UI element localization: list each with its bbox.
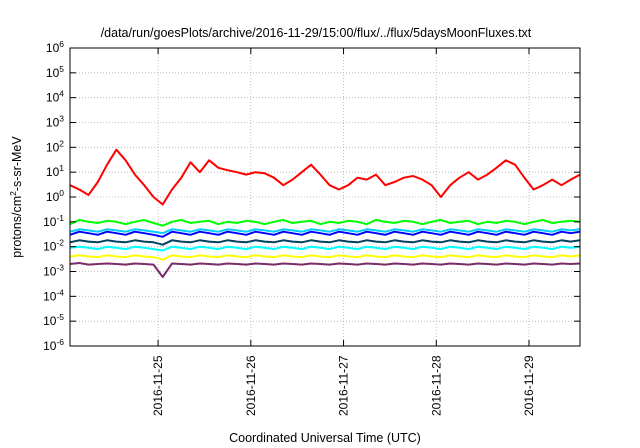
y-tick-exp: -6 bbox=[56, 337, 64, 347]
series-line bbox=[69, 218, 581, 227]
y-tick-exp: 0 bbox=[59, 188, 64, 198]
y-tick-base: 10 bbox=[43, 215, 57, 229]
y-axis-label-sup: 2 bbox=[8, 191, 18, 196]
y-tick-base: 10 bbox=[43, 314, 57, 328]
y-tick-label: 105 bbox=[46, 64, 64, 80]
chart-title: /data/run/goesPlots/archive/2016-11-29/1… bbox=[101, 26, 532, 40]
y-tick-base: 10 bbox=[46, 116, 60, 130]
y-tick-exp: 3 bbox=[59, 114, 64, 124]
y-tick-label: 10-1 bbox=[43, 213, 64, 229]
x-tick-label: 2016-11-25 bbox=[151, 355, 165, 416]
y-tick-exp: 2 bbox=[59, 138, 64, 148]
series-line bbox=[69, 254, 581, 261]
y-tick-label: 10-3 bbox=[43, 263, 64, 279]
y-tick-label: 103 bbox=[46, 114, 64, 130]
x-tick-label: 2016-11-29 bbox=[522, 355, 536, 416]
y-tick-base: 10 bbox=[43, 339, 57, 353]
series-line bbox=[69, 239, 581, 246]
y-tick-label: 104 bbox=[46, 89, 64, 105]
y-tick-label: 10-2 bbox=[43, 238, 64, 254]
series-line bbox=[69, 230, 581, 238]
y-tick-label: 10-5 bbox=[43, 312, 64, 328]
y-tick-base: 10 bbox=[43, 240, 57, 254]
grid-lines bbox=[70, 48, 580, 346]
y-tick-label: 10-4 bbox=[43, 287, 64, 303]
y-tick-exp: 6 bbox=[59, 39, 64, 49]
y-tick-base: 10 bbox=[46, 165, 60, 179]
y-tick-label: 106 bbox=[46, 39, 64, 55]
y-tick-exp: -3 bbox=[56, 263, 64, 273]
x-tick-label: 2016-11-27 bbox=[337, 355, 351, 416]
y-axis-label-suffix: -s-sr-MeV bbox=[10, 136, 24, 192]
y-tick-base: 10 bbox=[46, 41, 60, 55]
y-tick-base: 10 bbox=[46, 140, 60, 154]
series-line bbox=[69, 262, 581, 278]
series-line bbox=[69, 148, 581, 206]
x-tick-label: 2016-11-26 bbox=[244, 355, 258, 416]
x-axis-label: Coordinated Universal Time (UTC) bbox=[229, 431, 421, 445]
y-tick-label: 101 bbox=[46, 163, 64, 179]
y-tick-exp: -5 bbox=[56, 312, 64, 322]
y-tick-base: 10 bbox=[43, 265, 57, 279]
x-axis-ticks: 2016-11-25 2016-11-26 2016-11-27 2016-11-28… bbox=[151, 48, 536, 416]
y-tick-base: 10 bbox=[46, 91, 60, 105]
y-tick-exp: -1 bbox=[56, 213, 64, 223]
y-tick-label: 10-6 bbox=[43, 337, 64, 353]
series-line bbox=[69, 228, 581, 235]
y-axis-label-prefix: protons/cm bbox=[10, 196, 24, 258]
y-tick-exp: -2 bbox=[56, 238, 64, 248]
series-line bbox=[69, 245, 581, 252]
y-tick-base: 10 bbox=[43, 289, 57, 303]
y-axis-label: protons/cm2-s-sr-MeV bbox=[8, 136, 24, 258]
x-tick-label: 2016-11-28 bbox=[429, 355, 443, 416]
y-tick-exp: -4 bbox=[56, 287, 64, 297]
series-lines bbox=[69, 148, 581, 278]
y-tick-label: 100 bbox=[46, 188, 64, 204]
y-tick-exp: 4 bbox=[59, 89, 64, 99]
y-tick-base: 10 bbox=[46, 66, 60, 80]
y-tick-label: 102 bbox=[46, 138, 64, 154]
y-tick-base: 10 bbox=[46, 190, 60, 204]
y-axis-ticks: 10-610-510-410-310-210-11001011021031041… bbox=[43, 39, 580, 353]
y-tick-exp: 5 bbox=[59, 64, 64, 74]
y-tick-exp: 1 bbox=[59, 163, 64, 173]
